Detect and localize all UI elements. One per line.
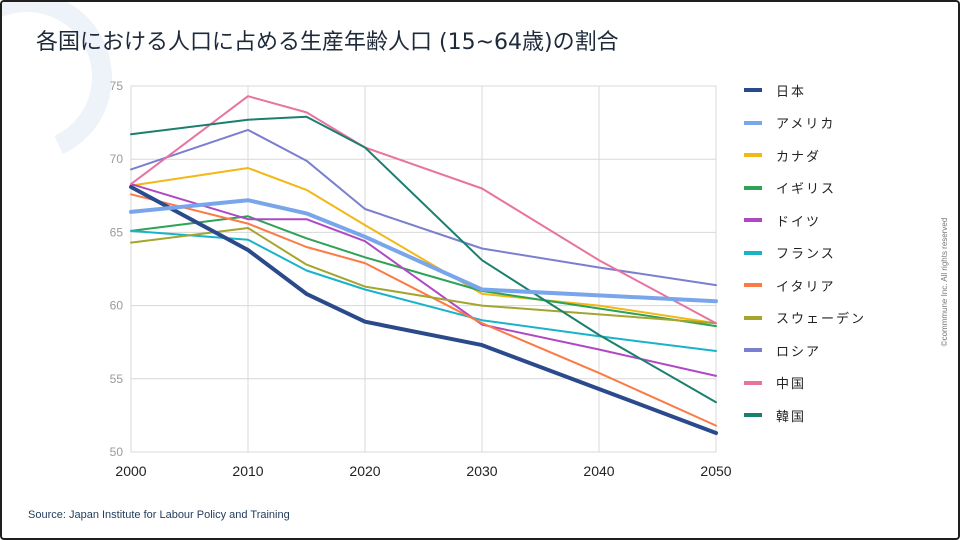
y-tick-label: 70: [110, 152, 124, 166]
copyright-note: ©commmune Inc. All rights reserved: [940, 217, 949, 347]
series-line: [130, 183, 717, 377]
x-tick-label: 2020: [349, 463, 380, 479]
series-line: [129, 185, 718, 435]
legend-label: スウェーデン: [776, 312, 867, 328]
legend-swatch: [744, 315, 762, 320]
legend-item: 日本: [744, 74, 944, 107]
series-line: [130, 128, 717, 287]
legend-item: フランス: [744, 237, 944, 270]
legend-item: 韓国: [744, 399, 944, 432]
source-note: Source: Japan Institute for Labour Polic…: [28, 509, 290, 521]
plot-frame: [130, 85, 717, 453]
legend-label: ドイツ: [776, 214, 822, 230]
legend-swatch: [744, 153, 762, 158]
grid: [130, 85, 717, 453]
legend-swatch: [744, 413, 762, 418]
legend-item: イタリア: [744, 269, 944, 302]
legend-swatch: [744, 88, 762, 93]
x-tick-label: 2030: [466, 463, 497, 479]
legend-label: イギリス: [776, 182, 837, 198]
y-tick-label: 55: [110, 372, 124, 386]
series-line: [130, 229, 717, 352]
legend-label: 日本: [776, 84, 807, 100]
legend-swatch: [744, 380, 762, 385]
series-lines: [129, 95, 718, 435]
legend-label: 韓国: [776, 409, 807, 425]
legend-item: スウェーデン: [744, 302, 944, 335]
legend-swatch: [744, 185, 762, 190]
legend-item: アメリカ: [744, 107, 944, 140]
legend-swatch: [744, 283, 762, 288]
legend-label: ロシア: [776, 344, 822, 360]
legend-item: ロシア: [744, 334, 944, 367]
series-line: [130, 227, 717, 325]
x-tick-label: 2000: [115, 463, 146, 479]
x-tick-label: 2010: [232, 463, 263, 479]
chart-title: 各国における人口に占める生産年齢人口 (15~64歳)の割合: [36, 30, 619, 55]
legend-label: アメリカ: [776, 117, 836, 133]
series-line: [130, 167, 717, 325]
y-tick-label: 50: [110, 445, 124, 459]
series-line: [130, 215, 717, 328]
axis-ticks: 50 55 60 65 70 75 2000 2010 2020 2030 2040 2050: [110, 79, 732, 479]
legend-item: イギリス: [744, 172, 944, 205]
series-line: [130, 193, 717, 427]
legend-swatch: [744, 218, 762, 223]
legend-label: フランス: [776, 247, 836, 263]
legend-item: カナダ: [744, 139, 944, 172]
legend-label: カナダ: [776, 149, 822, 165]
x-tick-label: 2050: [700, 463, 731, 479]
legend-swatch: [744, 348, 762, 353]
series-line: [129, 198, 718, 304]
legend-swatch: [744, 250, 762, 255]
series-line: [130, 115, 717, 404]
legend-label: 中国: [776, 377, 807, 393]
legend: 日本アメリカカナダイギリスドイツフランスイタリアスウェーデン ロシア中国韓国: [744, 74, 944, 432]
legend-swatch: [744, 120, 762, 125]
y-tick-label: 60: [110, 299, 124, 313]
legend-label: イタリア: [776, 279, 836, 295]
legend-item: ドイツ: [744, 204, 944, 237]
legend-item: 中国: [744, 367, 944, 400]
x-tick-label: 2040: [583, 463, 614, 479]
y-tick-label: 65: [110, 225, 124, 239]
y-tick-label: 75: [110, 79, 124, 93]
